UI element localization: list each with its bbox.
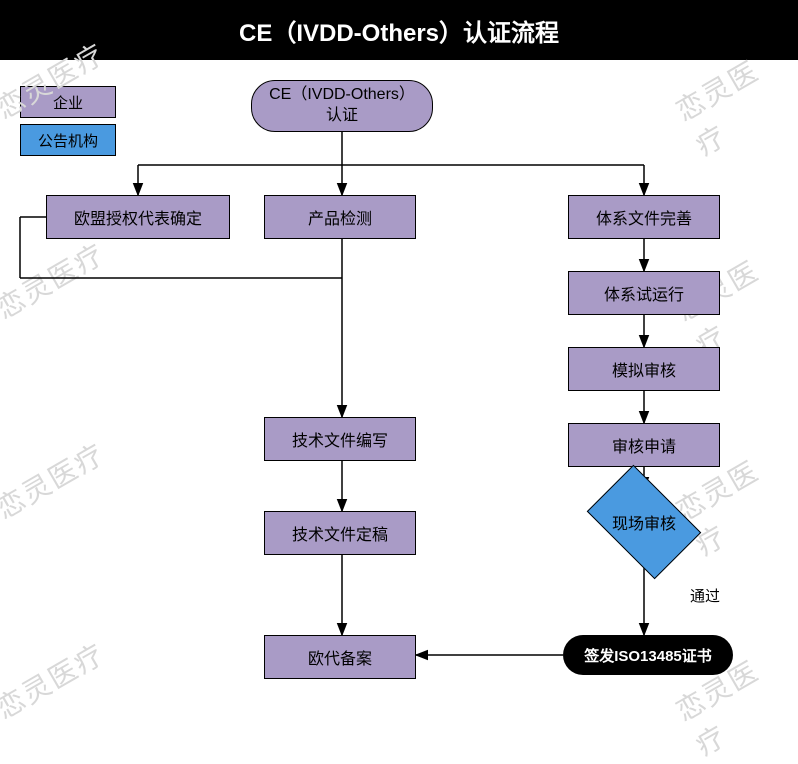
node-system-doc: 体系文件完善 xyxy=(568,195,720,239)
legend-agency-label: 公告机构 xyxy=(38,130,98,151)
watermark: 恋灵医疗 xyxy=(0,233,112,328)
watermark: 恋灵医疗 xyxy=(0,433,112,528)
node-start: CE（IVDD-Others）认证 xyxy=(251,80,433,132)
legend-enterprise-label: 企业 xyxy=(53,92,83,113)
node-eu-rep: 欧盟授权代表确定 xyxy=(46,195,230,239)
title-text: CE（IVDD-Others）认证流程 xyxy=(239,13,559,48)
node-onsite-audit: 现场审核 xyxy=(596,489,692,555)
legend-enterprise: 企业 xyxy=(20,86,116,118)
node-tech-final: 技术文件定稿 xyxy=(264,511,416,555)
node-filing: 欧代备案 xyxy=(264,635,416,679)
edge-label-pass: 通过 xyxy=(690,585,720,606)
node-product-test: 产品检测 xyxy=(264,195,416,239)
node-mock-audit: 模拟审核 xyxy=(568,347,720,391)
node-trial-run: 体系试运行 xyxy=(568,271,720,315)
cert-label: 签发ISO13485证书 xyxy=(584,645,712,666)
node-audit-apply: 审核申请 xyxy=(568,423,720,467)
node-tech-write: 技术文件编写 xyxy=(264,417,416,461)
node-certificate: 签发ISO13485证书 xyxy=(563,635,733,675)
onsite-label: 现场审核 xyxy=(612,510,676,534)
legend-agency: 公告机构 xyxy=(20,124,116,156)
diamond-text: 现场审核 xyxy=(596,489,692,555)
title-bar: CE（IVDD-Others）认证流程 xyxy=(0,0,798,60)
pass-text: 通过 xyxy=(690,588,720,605)
watermark: 恋灵医疗 xyxy=(0,633,112,728)
